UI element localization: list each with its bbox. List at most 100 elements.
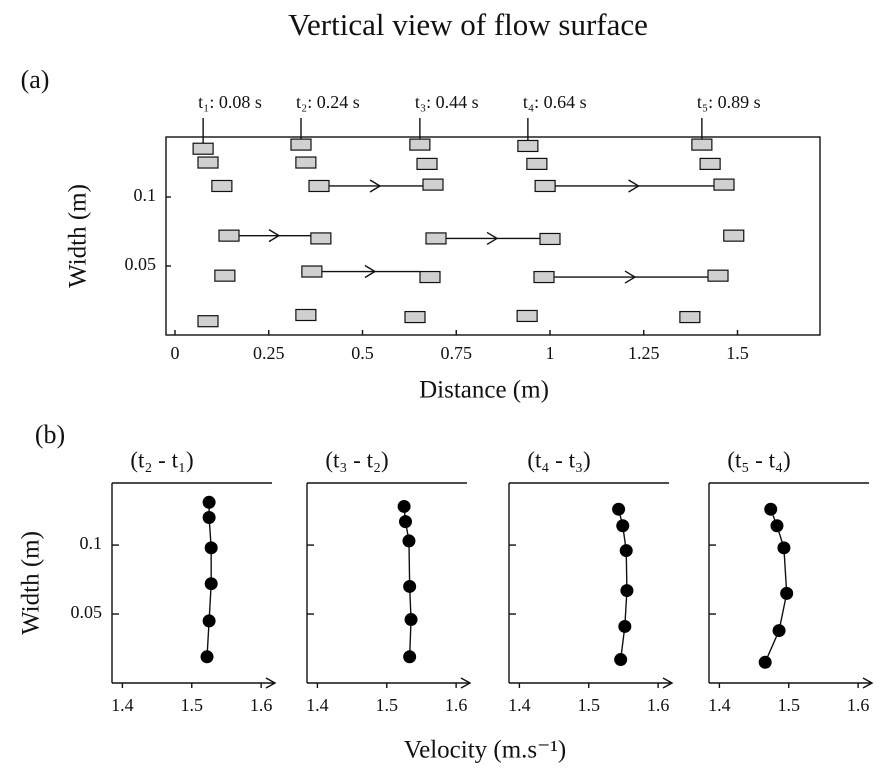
- particle: [214, 269, 236, 282]
- x-tick-label: 0.5: [351, 343, 374, 363]
- data-point: [200, 650, 214, 664]
- x-tick-label: 1.6: [250, 695, 273, 715]
- data-point: [202, 614, 216, 628]
- data-point: [403, 579, 417, 593]
- data-point: [202, 510, 216, 524]
- data-point: [619, 544, 633, 558]
- particle: [409, 138, 431, 151]
- data-point: [780, 586, 794, 600]
- axis-arrow: [460, 677, 472, 689]
- series-label: t₃: 0.44 s: [415, 92, 479, 112]
- particle: [516, 309, 538, 323]
- x-tick-label: 0: [171, 343, 180, 363]
- x-tick-label: 1.6: [647, 695, 670, 715]
- particle: [295, 308, 317, 322]
- data-point: [614, 653, 628, 667]
- data-point: [403, 650, 417, 664]
- series-label: t₁: 0.08 s: [198, 92, 262, 112]
- particle: [295, 156, 317, 169]
- data-point: [777, 541, 791, 555]
- arrow-head: [364, 264, 377, 279]
- arrow-head: [268, 229, 281, 243]
- particle: [419, 270, 441, 284]
- x-tick-label: 1.5: [778, 695, 801, 715]
- axis-arrow: [662, 677, 674, 689]
- axis-arrow: [862, 677, 874, 689]
- particle: [534, 179, 556, 193]
- x-tick-label: 1.4: [111, 695, 134, 715]
- particle: [211, 179, 233, 193]
- y-axis-label: Width (m): [65, 184, 92, 288]
- particle: [310, 232, 332, 245]
- x-axis-label: Distance (m): [419, 377, 549, 404]
- x-tick-label: 1.6: [847, 695, 870, 715]
- particle: [425, 232, 447, 245]
- y-tick-label: 0.05: [125, 254, 157, 274]
- data-point: [764, 502, 778, 516]
- y-tick-label: 0.05: [71, 602, 103, 622]
- y-tick-label: 0.1: [80, 533, 103, 553]
- data-point: [398, 515, 412, 529]
- x-tick-label: 0.75: [441, 343, 473, 363]
- x-tick-label: 1.5: [181, 695, 204, 715]
- y-axis-label: Width (m): [18, 531, 45, 635]
- data-point: [202, 495, 216, 509]
- panel-label: (b): [35, 420, 65, 449]
- particle: [404, 310, 426, 324]
- data-point: [758, 655, 772, 669]
- particle: [707, 269, 729, 282]
- y-tick-label: 0.1: [134, 185, 157, 205]
- arrow-head: [486, 231, 499, 246]
- arrow-head: [369, 179, 382, 193]
- particle: [197, 315, 219, 328]
- particle: [539, 232, 561, 246]
- x-tick-label: 1.6: [445, 695, 468, 715]
- arrow-head: [628, 179, 640, 193]
- data-point: [397, 499, 411, 513]
- data-point: [204, 577, 218, 591]
- data-point: [770, 519, 784, 533]
- plot-frame: [165, 136, 821, 336]
- x-tick-label: 1.5: [376, 695, 399, 715]
- particle: [713, 178, 735, 191]
- x-tick-label: 1.5: [726, 343, 749, 363]
- data-point: [620, 584, 634, 598]
- particle: [422, 178, 444, 191]
- x-tick-label: 1.4: [708, 695, 731, 715]
- subplot-title: (t₅ - t₄): [727, 447, 790, 472]
- particle: [197, 156, 219, 169]
- subplot-title: (t₃ - t₂): [325, 447, 388, 472]
- particle: [308, 179, 330, 193]
- x-tick-label: 1.5: [578, 695, 601, 715]
- data-point: [404, 613, 418, 627]
- x-tick-label: 1.4: [306, 695, 329, 715]
- series-label: t₅: 0.89 s: [697, 92, 761, 112]
- data-point: [616, 519, 630, 533]
- x-tick-label: 0.25: [253, 343, 285, 363]
- data-point: [772, 624, 786, 638]
- data-point: [402, 534, 416, 548]
- particle: [301, 265, 323, 278]
- particle: [192, 142, 214, 155]
- subplot-title: (t₂ - t₁): [130, 447, 193, 472]
- particle: [290, 138, 312, 151]
- particle: [679, 310, 701, 324]
- panel-label: (a): [21, 65, 50, 94]
- particle: [699, 157, 721, 171]
- x-axis-label: Velocity (m.s⁻¹): [404, 737, 566, 764]
- figure-title: Vertical view of flow surface: [288, 7, 648, 42]
- data-point: [618, 619, 632, 633]
- particle: [517, 139, 539, 153]
- x-tick-label: 1.25: [628, 343, 660, 363]
- data-point: [204, 541, 218, 555]
- series-label: t₄: 0.64 s: [523, 92, 587, 112]
- axis-arrow: [265, 677, 277, 689]
- particle: [533, 270, 555, 284]
- arrow-head: [624, 270, 637, 284]
- particle: [691, 138, 713, 151]
- x-tick-label: 1: [546, 343, 555, 363]
- particle: [526, 157, 548, 171]
- x-tick-label: 1.4: [508, 695, 531, 715]
